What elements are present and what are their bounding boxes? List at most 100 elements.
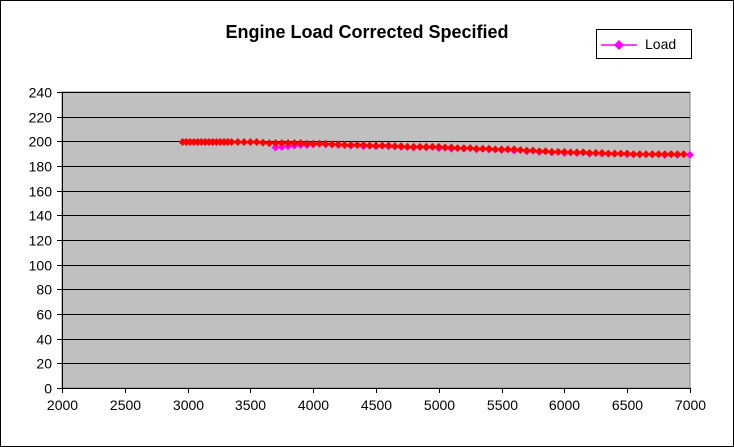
data-point-series-1 [560,147,569,156]
data-point-series-1 [554,147,563,156]
data-point-series-1 [642,150,651,159]
data-point-series-1 [271,139,280,148]
data-point-series-1 [654,150,663,159]
y-tick-label: 140 [29,208,53,224]
data-point-series-1 [309,139,318,148]
data-point-series-1 [415,142,424,151]
data-point-series-1 [491,145,500,154]
data-point-series-1 [384,141,393,150]
data-point-series-1 [397,142,406,151]
data-point-series-1 [315,139,324,148]
y-tick-label: 240 [29,85,53,101]
data-point-series-1 [466,144,475,153]
x-tick-label: 3000 [173,397,204,413]
data-point-series-1 [623,149,632,158]
y-tick-label: 200 [29,134,53,150]
data-point-series-1 [252,137,261,146]
data-point-series-1 [390,142,399,151]
data-point-series-1 [535,147,544,156]
data-point-series-1 [503,145,512,154]
data-point-series-1 [635,150,644,159]
data-point-series-0 [686,150,694,159]
data-point-series-1 [459,144,468,153]
data-point-series-1 [585,149,594,158]
data-point-series-1 [284,139,293,148]
x-tick-label: 5500 [487,397,518,413]
data-point-series-1 [346,141,355,150]
data-point-series-1 [472,144,481,153]
data-point-series-1 [403,142,412,151]
data-point-series-1 [240,137,249,146]
data-point-series-1 [510,145,519,154]
x-tick-label: 3500 [235,397,266,413]
data-point-series-1 [679,150,688,159]
data-point-series-1 [497,145,506,154]
data-point-series-1 [246,137,255,146]
data-point-series-1 [541,147,550,156]
data-point-series-1 [522,146,531,155]
chart-title: Engine Load Corrected Specified [225,22,509,42]
data-point-series-1 [227,137,236,146]
legend-marker-icon [601,40,637,50]
x-tick-label: 4500 [361,397,392,413]
x-tick-label: 5000 [424,397,455,413]
x-tick-label: 6000 [549,397,580,413]
data-point-series-1 [277,139,286,148]
x-tick-label: 2500 [110,397,141,413]
data-point-series-1 [478,144,487,153]
data-point-series-1 [334,140,343,149]
data-point-series-1 [441,143,450,152]
y-tick-label: 120 [29,233,53,249]
data-point-series-1 [610,149,619,158]
data-point-series-1 [365,141,374,150]
data-point-series-0 [271,143,280,152]
data-point-series-1 [428,142,437,151]
data-point-series-1 [616,149,625,158]
data-point-series-1 [566,148,575,157]
data-point-series-1 [648,150,657,159]
data-point-series-1 [258,138,267,147]
data-point-series-1 [579,148,588,157]
data-point-series-1 [547,147,556,156]
data-point-series-1 [422,142,431,151]
legend-label: Load [645,36,677,52]
y-tick-label: 20 [36,356,52,372]
data-point-series-1 [265,139,274,148]
data-point-series-1 [328,140,337,149]
x-tick-label: 4000 [298,397,329,413]
x-tick-label: 6500 [612,397,643,413]
data-point-series-1 [660,150,669,159]
data-point-series-1 [447,143,456,152]
data-point-series-1 [485,144,494,153]
data-point-series-1 [453,144,462,153]
data-point-series-1 [591,149,600,158]
y-tick-label: 220 [29,110,53,126]
data-point-series-1 [353,141,362,150]
data-point-series-1 [516,145,525,154]
chart-legend: Load [596,29,692,59]
data-point-series-1 [629,150,638,159]
data-point-series-1 [340,141,349,150]
data-point-series-1 [302,139,311,148]
y-tick-label: 40 [36,332,52,348]
data-point-series-1 [598,149,607,158]
y-tick-label: 180 [29,159,53,175]
data-point-series-1 [233,137,242,146]
data-point-series-1 [290,139,299,148]
y-tick-label: 100 [29,258,53,274]
data-point-series-1 [604,149,613,158]
y-tick-label: 0 [44,381,52,397]
x-tick-label: 2000 [47,397,78,413]
y-tick-label: 80 [36,282,52,298]
data-point-series-1 [321,139,330,148]
x-tick-label: 7000 [675,397,706,413]
y-tick-label: 60 [36,307,52,323]
data-point-series-1 [434,142,443,151]
data-point-series-1 [359,141,368,150]
data-point-series-1 [673,150,682,159]
data-point-series-1 [372,141,380,150]
data-point-series-1 [529,146,537,155]
data-point-series-1 [667,150,676,159]
data-point-series-1 [378,141,387,150]
